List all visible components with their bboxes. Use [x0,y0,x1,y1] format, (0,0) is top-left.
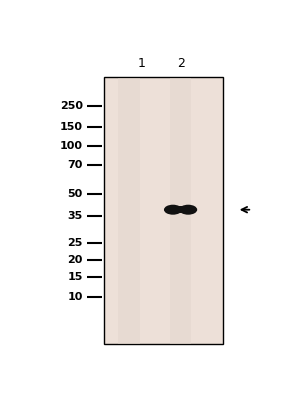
Text: 35: 35 [68,211,83,221]
Bar [103,77,223,344]
Text: 150: 150 [60,122,83,132]
Text: 70: 70 [67,160,83,170]
Text: 25: 25 [67,238,83,248]
Bar [173,206,188,213]
Bar [170,78,191,344]
Text: 15: 15 [67,272,83,282]
Text: 50: 50 [68,189,83,199]
Text: 10: 10 [67,292,83,302]
Text: 100: 100 [60,141,83,151]
Text: 2: 2 [177,57,184,70]
Bar [118,78,140,344]
Ellipse shape [179,205,197,215]
Text: 250: 250 [60,101,83,111]
Text: 1: 1 [138,57,146,70]
Text: 20: 20 [67,255,83,265]
Ellipse shape [164,205,182,215]
